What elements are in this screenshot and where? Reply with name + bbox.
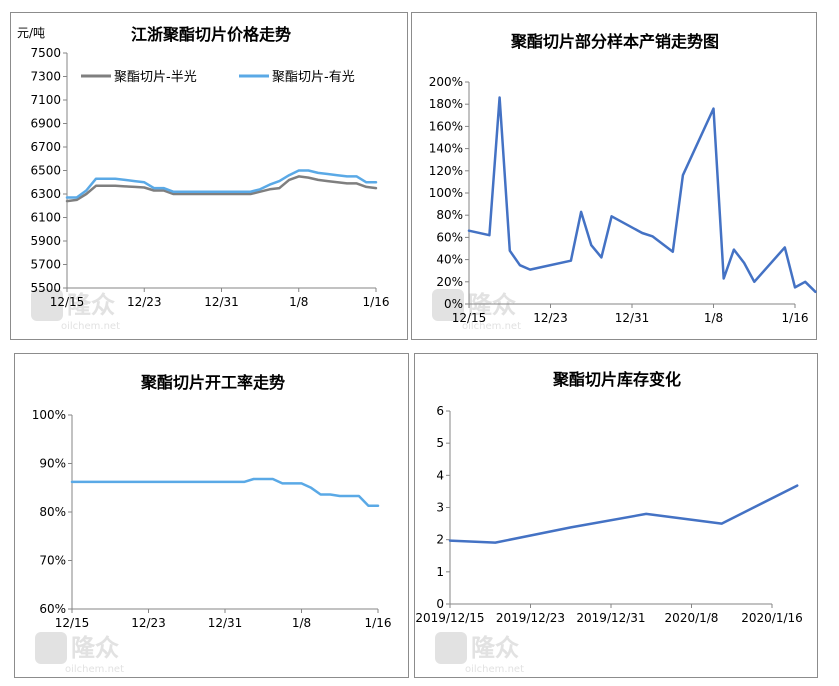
y-tick-label: 80%	[39, 505, 66, 519]
y-tick-label: 100%	[32, 408, 66, 422]
x-tick-label: 1/16	[365, 616, 392, 630]
price-chart: 江浙聚酯切片价格走势 元/吨 聚酯切片-半光 聚酯切片-有光 隆众 oilche…	[17, 25, 390, 332]
operating-rate-chart: 聚酯切片开工率走势 隆众 oilchem.net 100% 90% 80% 70% 60…	[32, 373, 392, 675]
y-tick-label: 80%	[436, 208, 463, 222]
x-tick-label: 2020/1/8	[665, 611, 719, 625]
x-tick-label: 12/23	[127, 295, 162, 309]
x-tick-label: 12/15	[55, 616, 90, 630]
x-tick-label: 1/8	[289, 295, 308, 309]
y-tick-label: 2	[436, 533, 444, 547]
series-line-0	[448, 484, 799, 544]
y-tick-label: 160%	[429, 119, 463, 133]
watermark-brand: 隆众	[468, 291, 516, 319]
y-tick-label: 180%	[429, 97, 463, 111]
x-tick-label: 12/23	[533, 311, 568, 325]
watermark-site: oilchem.net	[61, 321, 120, 332]
x-tick-label: 12/23	[131, 616, 166, 630]
y-tick-label: 5500	[30, 281, 61, 295]
watermark-brand: 隆众	[471, 634, 519, 662]
y-tick-label: 40%	[436, 253, 463, 267]
sales-ratio-chart-panel: 聚酯切片部分样本产销走势图 隆众 oilchem.net 200% 180% 160…	[411, 12, 817, 340]
y-tick-label: 60%	[436, 230, 463, 244]
watermark-site: oilchem.net	[465, 664, 524, 675]
y-tick-label: 3	[436, 501, 444, 515]
y-tick-label: 200%	[429, 75, 463, 89]
y-tick-label: 6500	[30, 164, 61, 178]
inventory-chart: 聚酯切片库存变化 隆众 oilchem.net 6 5 4 3 2 1 02019/12/1…	[415, 370, 803, 675]
price-chart-panel: 江浙聚酯切片价格走势 元/吨 聚酯切片-半光 聚酯切片-有光 隆众 oilche…	[10, 12, 408, 340]
y-tick-label: 5900	[30, 234, 61, 248]
y-tick-label: 0	[436, 597, 444, 611]
y-tick-label: 120%	[429, 164, 463, 178]
y-tick-label: 4	[436, 468, 444, 482]
unit-label: 元/吨	[17, 26, 45, 40]
series-line-0	[65, 175, 378, 203]
y-tick-label: 6300	[30, 187, 61, 201]
y-tick-label: 140%	[429, 142, 463, 156]
x-tick-label: 2019/12/31	[576, 611, 645, 625]
x-tick-label: 1/8	[292, 616, 311, 630]
y-tick-label: 60%	[39, 602, 66, 616]
watermark: 隆众 oilchem.net	[432, 289, 521, 332]
chart-title: 聚酯切片部分样本产销走势图	[510, 32, 719, 51]
y-tick-label: 20%	[436, 275, 463, 289]
y-tick-label: 7100	[30, 93, 61, 107]
y-tick-label: 100%	[429, 186, 463, 200]
x-tick-label: 2019/12/23	[496, 611, 565, 625]
watermark-brand: 隆众	[67, 291, 115, 319]
legend: 聚酯切片-半光 聚酯切片-有光	[81, 70, 355, 85]
y-tick-label: 5700	[30, 258, 61, 272]
series-line-1	[65, 169, 378, 199]
x-tick-label: 1/16	[363, 295, 390, 309]
watermark-brand: 隆众	[71, 634, 119, 662]
x-tick-label: 12/31	[208, 616, 243, 630]
x-tick-label: 1/8	[704, 311, 723, 325]
x-tick-label: 2019/12/15	[415, 611, 484, 625]
watermark: 隆众 oilchem.net	[35, 632, 124, 675]
y-tick-label: 1	[436, 565, 444, 579]
legend-label-semi-dull: 聚酯切片-半光	[114, 70, 197, 85]
watermark: 隆众 oilchem.net	[31, 289, 120, 332]
series-line-0	[467, 96, 817, 294]
y-tick-label: 5	[436, 436, 444, 450]
inventory-chart-panel: 聚酯切片库存变化 隆众 oilchem.net 6 5 4 3 2 1 0 2019/12/1…	[414, 353, 818, 678]
chart-title: 聚酯切片库存变化	[552, 370, 681, 389]
watermark-site: oilchem.net	[65, 664, 124, 675]
series-line-0	[70, 477, 380, 507]
y-tick-label: 7300	[30, 70, 61, 84]
watermark: 隆众 oilchem.net	[435, 632, 524, 675]
operating-rate-chart-panel: 聚酯切片开工率走势 隆众 oilchem.net 100% 90% 80% 70% 60…	[14, 353, 409, 678]
y-tick-label: 0%	[444, 297, 463, 311]
chart-title: 聚酯切片开工率走势	[140, 373, 285, 392]
sales-ratio-chart: 聚酯切片部分样本产销走势图 隆众 oilchem.net 200% 180% 160…	[429, 32, 817, 332]
legend-label-bright: 聚酯切片-有光	[272, 70, 355, 85]
x-tick-label: 12/15	[452, 311, 487, 325]
y-tick-label: 6	[436, 404, 444, 418]
x-tick-label: 12/15	[50, 295, 85, 309]
x-tick-label: 12/31	[615, 311, 650, 325]
y-tick-label: 90%	[39, 457, 66, 471]
y-tick-label: 6900	[30, 117, 61, 131]
x-tick-label: 12/31	[204, 295, 239, 309]
y-tick-label: 7500	[30, 46, 61, 60]
x-tick-label: 1/16	[782, 311, 809, 325]
chart-title: 江浙聚酯切片价格走势	[131, 25, 291, 44]
y-tick-label: 70%	[39, 554, 66, 568]
y-tick-label: 6100	[30, 211, 61, 225]
x-tick-label: 2020/1/16	[741, 611, 803, 625]
watermark-site: oilchem.net	[462, 321, 521, 332]
y-tick-label: 6700	[30, 140, 61, 154]
